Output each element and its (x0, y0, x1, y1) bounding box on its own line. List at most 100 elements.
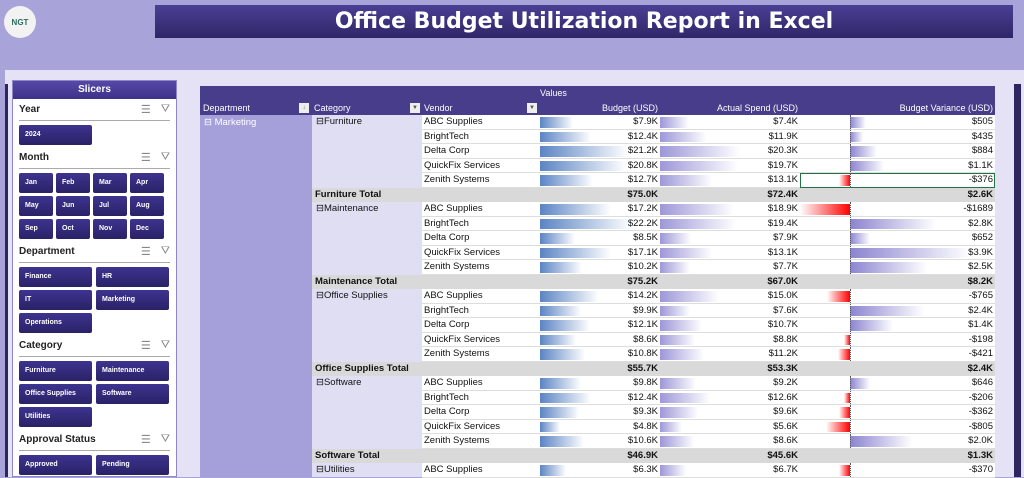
actual-cell[interactable]: $18.9K (660, 202, 800, 217)
actual-cell[interactable]: $12.6K (660, 390, 800, 405)
clear-filter-icon[interactable]: ⛛ (160, 103, 170, 115)
budget-cell[interactable]: $12.1K (540, 318, 660, 333)
budget-cell[interactable]: $8.5K (540, 231, 660, 246)
variance-cell[interactable]: -$1689 (800, 202, 995, 217)
collapse-icon[interactable]: ⊟ (316, 464, 324, 475)
variance-cell[interactable]: $2.5K (800, 260, 995, 275)
vendor-cell[interactable]: Delta Corp (422, 318, 540, 333)
budget-cell[interactable]: $22.2K (540, 216, 660, 231)
slicer-button[interactable]: IT (19, 290, 92, 310)
slicer-button[interactable]: HR (96, 267, 169, 287)
slicer-button[interactable]: Nov (93, 219, 127, 239)
multi-select-icon[interactable]: ☰ (140, 340, 151, 352)
actual-cell[interactable]: $11.9K (660, 129, 800, 144)
actual-cell[interactable]: $5.6K (660, 419, 800, 434)
budget-cell[interactable]: $6.3K (540, 463, 660, 478)
slicer-button[interactable]: Jan (19, 173, 53, 193)
vendor-cell[interactable]: ABC Supplies (422, 289, 540, 304)
budget-cell[interactable]: $20.8K (540, 158, 660, 173)
variance-cell[interactable]: $1.4K (800, 318, 995, 333)
variance-cell[interactable]: -$370 (800, 463, 995, 478)
slicer-button[interactable]: Oct (56, 219, 90, 239)
vendor-cell[interactable]: Zenith Systems (422, 347, 540, 362)
slicer-button[interactable]: Maintenance (96, 361, 169, 381)
variance-cell[interactable]: $884 (800, 144, 995, 159)
category-cell[interactable]: ⊟Maintenance (312, 202, 422, 217)
budget-cell[interactable]: $10.6K (540, 434, 660, 449)
budget-cell[interactable]: $17.1K (540, 245, 660, 260)
vendor-cell[interactable]: ABC Supplies (422, 463, 540, 478)
budget-cell[interactable]: $8.6K (540, 332, 660, 347)
slicer-button[interactable]: Office Supplies (19, 384, 92, 404)
budget-cell[interactable]: $9.9K (540, 303, 660, 318)
slicer-button[interactable]: Operations (19, 313, 92, 333)
slicer-button[interactable]: Jun (56, 196, 90, 216)
variance-cell[interactable]: -$376 (800, 173, 995, 188)
budget-cell[interactable]: $21.2K (540, 144, 660, 159)
variance-cell[interactable]: $1.1K (800, 158, 995, 173)
variance-cell[interactable]: -$362 (800, 405, 995, 420)
budget-cell[interactable]: $7.9K (540, 115, 660, 130)
budget-cell[interactable]: $12.4K (540, 390, 660, 405)
slicer-button[interactable]: Software (96, 384, 169, 404)
vendor-cell[interactable]: Zenith Systems (422, 434, 540, 449)
vendor-filter-button[interactable]: ▼ (527, 103, 537, 113)
vendor-cell[interactable]: Delta Corp (422, 144, 540, 159)
actual-cell[interactable]: $6.7K (660, 463, 800, 478)
budget-cell[interactable]: $9.8K (540, 376, 660, 391)
clear-filter-icon[interactable]: ⛛ (160, 339, 170, 351)
vendor-cell[interactable]: QuickFix Services (422, 245, 540, 260)
budget-cell[interactable]: $10.2K (540, 260, 660, 275)
slicer-button[interactable]: Sep (19, 219, 53, 239)
collapse-icon[interactable]: ⊟ (316, 290, 324, 301)
vendor-cell[interactable]: QuickFix Services (422, 332, 540, 347)
actual-cell[interactable]: $19.7K (660, 158, 800, 173)
budget-cell[interactable]: $12.7K (540, 173, 660, 188)
slicer-button[interactable]: Furniture (19, 361, 92, 381)
variance-cell[interactable]: -$206 (800, 390, 995, 405)
actual-cell[interactable]: $20.3K (660, 144, 800, 159)
actual-cell[interactable]: $9.2K (660, 376, 800, 391)
slicer-button[interactable]: Dec (130, 219, 164, 239)
budget-cell[interactable]: $10.8K (540, 347, 660, 362)
slicer-button[interactable]: Approved (19, 455, 92, 475)
budget-cell[interactable]: $9.3K (540, 405, 660, 420)
slicer-button[interactable]: Feb (56, 173, 90, 193)
clear-filter-icon[interactable]: ⛛ (160, 151, 170, 163)
category-filter-button[interactable]: ▼ (410, 103, 420, 113)
actual-cell[interactable]: $19.4K (660, 216, 800, 231)
department-sort-filter-button[interactable]: ↓ (299, 103, 309, 113)
vendor-cell[interactable]: ABC Supplies (422, 202, 540, 217)
actual-cell[interactable]: $8.6K (660, 434, 800, 449)
vendor-cell[interactable]: QuickFix Services (422, 158, 540, 173)
budget-cell[interactable]: $14.2K (540, 289, 660, 304)
actual-cell[interactable]: $7.7K (660, 260, 800, 275)
slicer-button[interactable]: May (19, 196, 53, 216)
clear-filter-icon[interactable]: ⛛ (160, 433, 170, 445)
budget-cell[interactable]: $12.4K (540, 129, 660, 144)
vendor-cell[interactable]: Zenith Systems (422, 260, 540, 275)
variance-cell[interactable]: $505 (800, 115, 995, 130)
actual-cell[interactable]: $11.2K (660, 347, 800, 362)
variance-cell[interactable]: $2.4K (800, 303, 995, 318)
actual-cell[interactable]: $9.6K (660, 405, 800, 420)
slicer-button[interactable]: Finance (19, 267, 92, 287)
category-cell[interactable]: ⊟Furniture (312, 115, 422, 130)
actual-cell[interactable]: $7.9K (660, 231, 800, 246)
slicer-button[interactable]: Utilities (19, 407, 92, 427)
variance-cell[interactable]: $3.9K (800, 245, 995, 260)
slicer-button[interactable]: Aug (130, 196, 164, 216)
category-cell[interactable]: ⊟Software (312, 376, 422, 391)
category-cell[interactable]: ⊟Utilities (312, 463, 422, 478)
collapse-icon[interactable]: ⊟ (316, 116, 324, 127)
variance-cell[interactable]: -$765 (800, 289, 995, 304)
vendor-cell[interactable]: ABC Supplies (422, 376, 540, 391)
vendor-cell[interactable]: ABC Supplies (422, 115, 540, 130)
variance-cell[interactable]: -$805 (800, 419, 995, 434)
vendor-cell[interactable]: Delta Corp (422, 231, 540, 246)
actual-cell[interactable]: $10.7K (660, 318, 800, 333)
multi-select-icon[interactable]: ☰ (140, 104, 151, 116)
clear-filter-icon[interactable]: ⛛ (160, 245, 170, 257)
variance-cell[interactable]: -$421 (800, 347, 995, 362)
actual-cell[interactable]: $7.4K (660, 115, 800, 130)
